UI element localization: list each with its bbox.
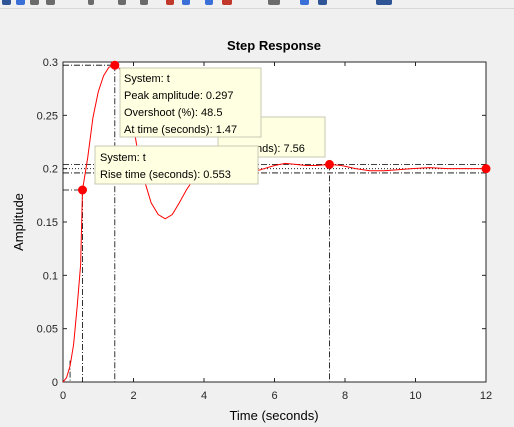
datatip-rise-line-1: System: t [100, 152, 146, 164]
save-icon[interactable] [30, 0, 39, 5]
rotate-icon[interactable] [182, 0, 190, 5]
datatip-peak-line-2: Peak amplitude: 0.297 [124, 90, 233, 102]
pan-icon[interactable] [166, 0, 174, 5]
zoom-in-icon[interactable] [118, 0, 126, 5]
y-axis-label: Amplitude [11, 193, 26, 251]
y-tick-label: 0.2 [43, 164, 58, 176]
chart-title: Step Response [227, 38, 321, 53]
x-tick-label: 6 [271, 390, 277, 402]
x-tick-label: 12 [480, 390, 492, 402]
colorbar-icon[interactable] [300, 0, 309, 5]
datatip-rise[interactable]: System: t Rise time (seconds): 0.553 [94, 145, 259, 185]
y-tick-label: 0.3 [43, 57, 58, 69]
y-tick-label: 0.1 [43, 270, 58, 282]
x-tick-label: 2 [130, 390, 136, 402]
x-axis-ticks: 0 2 4 6 8 10 12 [60, 62, 492, 402]
y-tick-label: 0.15 [37, 217, 58, 229]
edit-arrow-icon[interactable] [88, 0, 94, 5]
marker-steady-state[interactable] [481, 164, 491, 174]
datatip-peak[interactable]: System: t Peak amplitude: 0.297 Overshoo… [119, 67, 262, 138]
datatip-rise-line-2: Rise time (seconds): 0.553 [100, 169, 231, 181]
x-tick-label: 4 [201, 390, 207, 402]
y-tick-label: 0 [52, 377, 58, 389]
hide-tools-icon[interactable] [376, 0, 392, 5]
link-icon[interactable] [268, 0, 280, 5]
characteristic-markers [77, 60, 491, 195]
figure-toolbar [0, 0, 514, 9]
legend-icon[interactable] [318, 0, 327, 5]
x-axis-label: Time (seconds) [229, 408, 318, 423]
brush-icon[interactable] [222, 0, 232, 5]
open-file-icon[interactable] [16, 0, 25, 5]
y-tick-label: 0.05 [37, 324, 58, 336]
new-figure-icon[interactable] [2, 0, 11, 5]
data-cursor-icon[interactable] [205, 0, 213, 5]
print-icon[interactable] [46, 0, 55, 5]
zoom-out-icon[interactable] [140, 0, 148, 5]
marker-settling[interactable] [324, 159, 334, 169]
x-tick-label: 10 [409, 390, 421, 402]
marker-peak[interactable] [110, 60, 120, 70]
y-axis-ticks: 0 0.05 0.1 0.15 0.2 0.25 0.3 [37, 57, 486, 389]
x-tick-label: 0 [60, 390, 66, 402]
datatip-settling-line-1: nds): 7.56 [256, 143, 305, 155]
datatip-peak-line-1: System: t [124, 73, 170, 85]
x-tick-label: 8 [342, 390, 348, 402]
marker-rise-end[interactable] [77, 185, 87, 195]
y-tick-label: 0.25 [37, 110, 58, 122]
datatip-peak-line-3: Overshoot (%): 48.5 [124, 107, 222, 119]
datatip-peak-line-4: At time (seconds): 1.47 [124, 124, 237, 136]
